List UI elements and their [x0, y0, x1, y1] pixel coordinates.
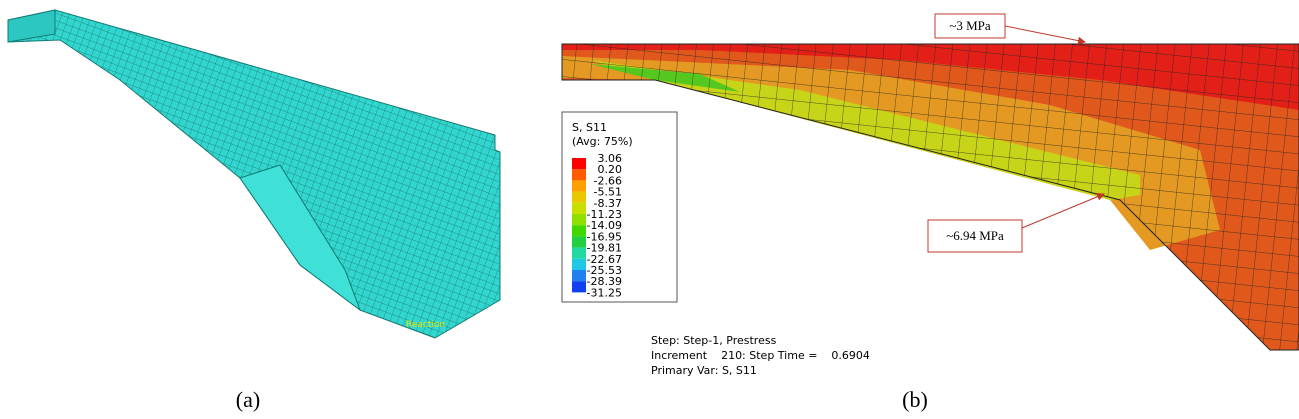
legend-swatch [572, 202, 586, 214]
annotation-arrow [1021, 192, 1105, 229]
legend-label: -5.51 [594, 186, 622, 199]
annotation: ~6.94 MPa [946, 228, 1004, 243]
annotation-box [927, 219, 1023, 253]
caption: (b) [902, 387, 928, 412]
legend-label: -25.53 [587, 264, 622, 277]
legend-swatch [572, 225, 586, 237]
legend-label: -2.66 [594, 174, 622, 187]
annotation: ~3 MPa [949, 18, 991, 33]
annotation-box [934, 13, 1006, 39]
legend-label: -8.37 [594, 197, 622, 210]
legend-subtitle: (Avg: 75%) [572, 135, 633, 148]
caption: (a) [236, 387, 260, 412]
legend-swatch [572, 236, 586, 248]
legend-label: 3.06 [598, 152, 623, 165]
legend-label: -19.81 [587, 242, 622, 255]
legend-swatch [572, 247, 586, 259]
legend-label: -16.95 [587, 230, 622, 243]
legend-swatch [572, 214, 586, 226]
legend-swatch [572, 180, 586, 192]
panel-b: S, S11 (Avg: 75%) 3.060.20-2.66-5.51-8.3… [561, 13, 1299, 412]
legend-swatch [572, 191, 586, 203]
legend-swatch [572, 270, 586, 282]
beam-end-face [7, 9, 56, 43]
legend-swatch [572, 281, 586, 293]
legend-label: -22.67 [587, 253, 622, 266]
annotation-arrow [1004, 25, 1086, 45]
web-face [239, 164, 362, 312]
legend-label: 0.20 [598, 163, 623, 176]
legend-label: -28.39 [587, 275, 622, 288]
legend-swatch [572, 158, 586, 170]
step-info: Step: Step-1, Prestress Increment 210: St… [651, 334, 870, 377]
legend-label: -11.23 [587, 208, 622, 221]
legend-swatch [572, 258, 586, 270]
step-info-line: Primary Var: S, S11 [651, 364, 757, 377]
legend-title: S, S11 [572, 121, 607, 134]
reaction-label: Reaction [406, 320, 445, 330]
step-info-line: Step: Step-1, Prestress [651, 334, 777, 347]
legend-swatch [572, 169, 586, 181]
legend: 3.060.20-2.66-5.51-8.37-11.23-14.09-16.9… [572, 152, 622, 299]
legend-label: -31.25 [587, 286, 622, 299]
step-info-line: Increment 210: Step Time = 0.6904 [651, 349, 870, 362]
legend-label: -14.09 [587, 219, 622, 232]
contour-mesh [561, 43, 1299, 351]
panel-a: Reaction (a) [7, 9, 501, 412]
